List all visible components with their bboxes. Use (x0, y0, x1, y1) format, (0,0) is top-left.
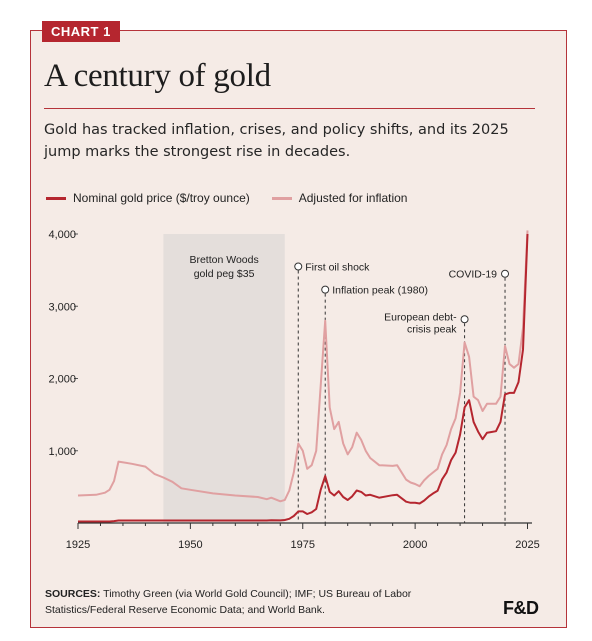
annotation-label: First oil shock (305, 262, 370, 274)
legend-label-adjusted: Adjusted for inflation (298, 191, 408, 205)
y-tick-label: 2,000 (48, 374, 76, 386)
x-tick-label: 2000 (403, 539, 427, 551)
annotation-label: COVID-19 (449, 269, 498, 281)
sources-label: SOURCES: (45, 588, 101, 600)
series-line-adjusted (77, 230, 529, 503)
x-tick-label: 1950 (178, 539, 202, 551)
chart-title: A century of gold (44, 58, 271, 94)
annotation-label-line: European debt- (384, 311, 457, 323)
series-line-nominal (78, 233, 529, 523)
legend-item-adjusted: Adjusted for inflation (271, 191, 408, 205)
y-tick-label: 3,000 (48, 301, 76, 313)
legend-swatch-adjusted (271, 196, 292, 200)
annotation-marker (460, 315, 469, 324)
legend: Nominal gold price ($/troy ounce) Adjust… (46, 190, 429, 206)
chart-card (30, 30, 567, 628)
annotation-marker (321, 285, 330, 294)
sources-note: SOURCES: Timothy Green (via World Gold C… (45, 586, 475, 618)
legend-item-nominal: Nominal gold price ($/troy ounce) (46, 191, 250, 205)
annotation-marker (294, 262, 303, 271)
x-tick-label: 1975 (291, 539, 315, 551)
fd-logo: F&D (503, 598, 539, 618)
legend-swatch-nominal (46, 196, 66, 200)
y-tick-label: 4,000 (48, 229, 76, 241)
title-divider (44, 108, 535, 109)
x-tick-label: 2025 (515, 539, 539, 551)
x-tick-label: 1925 (66, 539, 90, 551)
sources-text: Timothy Green (via World Gold Council); … (45, 588, 412, 616)
shaded-region-label-line: Bretton Woods (189, 254, 258, 266)
shaded-region-bretton-woods (163, 234, 285, 523)
y-tick-label: 1,000 (48, 446, 76, 458)
legend-label-nominal: Nominal gold price ($/troy ounce) (73, 191, 250, 205)
annotation-label-line: crisis peak (407, 323, 457, 335)
annotation-label: Inflation peak (1980) (332, 285, 428, 297)
annotation-marker (501, 269, 510, 278)
chart-subtitle: Gold has tracked inflation, crises, and … (44, 122, 509, 160)
chart-number-tag: CHART 1 (42, 21, 120, 42)
shaded-region-label-line: gold peg $35 (194, 268, 255, 280)
